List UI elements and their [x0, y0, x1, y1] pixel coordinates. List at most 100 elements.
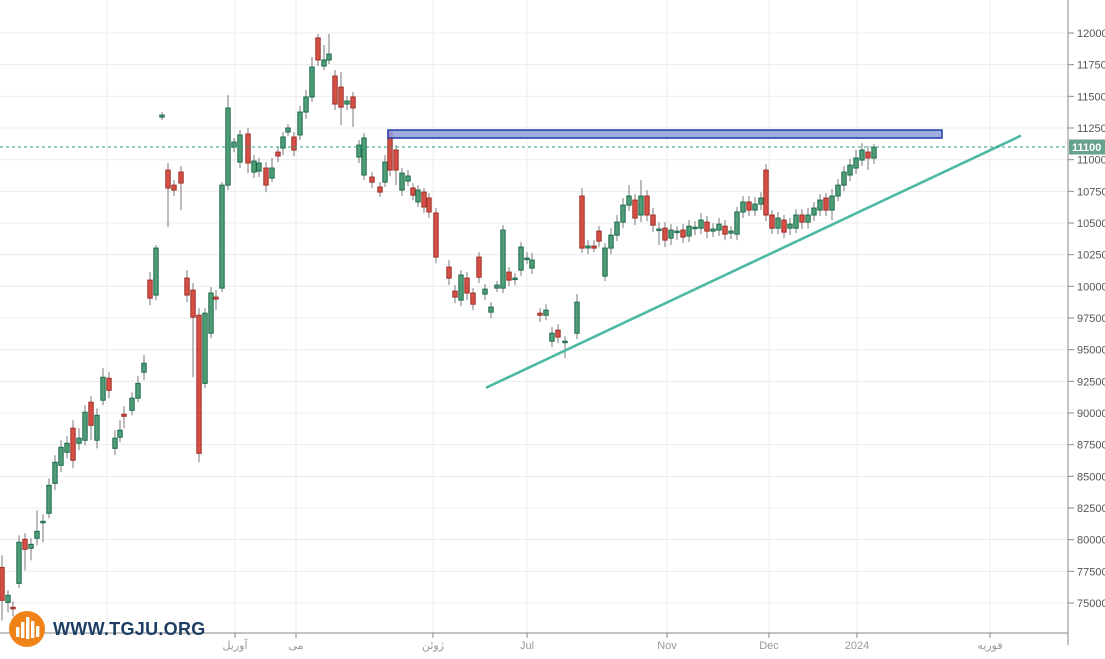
candle-up[interactable]	[847, 159, 853, 182]
candle-down[interactable]	[350, 92, 356, 127]
candle-down[interactable]	[452, 285, 458, 304]
candle-up[interactable]	[141, 355, 147, 381]
candle-up[interactable]	[356, 140, 362, 164]
candle-up[interactable]	[202, 308, 208, 389]
candle-up[interactable]	[361, 133, 367, 181]
candle-up[interactable]	[280, 132, 286, 156]
candle-up[interactable]	[512, 273, 518, 286]
candle-up[interactable]	[787, 218, 793, 236]
candle-up[interactable]	[549, 327, 555, 348]
candle-up[interactable]	[716, 218, 722, 237]
candle-up[interactable]	[76, 428, 82, 451]
candle-up[interactable]	[494, 281, 500, 293]
candle-up[interactable]	[793, 209, 799, 234]
candle-down[interactable]	[70, 420, 76, 469]
candle-up[interactable]	[58, 440, 64, 473]
candle-down[interactable]	[106, 372, 112, 399]
candle-down[interactable]	[763, 163, 769, 222]
candle-up[interactable]	[602, 243, 608, 282]
resistance-zone[interactable]	[387, 129, 943, 139]
candle-down[interactable]	[632, 193, 638, 226]
candle-down[interactable]	[196, 308, 202, 463]
candle-up[interactable]	[40, 514, 46, 543]
candle-up[interactable]	[344, 95, 350, 111]
candle-up[interactable]	[64, 436, 70, 459]
candle-up[interactable]	[34, 510, 40, 546]
candle-up[interactable]	[208, 287, 214, 339]
candle-up[interactable]	[94, 408, 100, 449]
candle-down[interactable]	[746, 196, 752, 217]
candle-up[interactable]	[740, 196, 746, 219]
candle-up[interactable]	[574, 294, 580, 340]
candle-up[interactable]	[405, 170, 411, 187]
candle-up[interactable]	[758, 192, 764, 211]
candle-down[interactable]	[446, 260, 452, 286]
candle-up[interactable]	[529, 253, 535, 275]
candle-up[interactable]	[817, 193, 823, 217]
candle-up[interactable]	[269, 158, 275, 183]
candle-up[interactable]	[129, 392, 135, 416]
candle-up[interactable]	[620, 198, 626, 229]
candle-down[interactable]	[291, 132, 297, 156]
candle-up[interactable]	[251, 155, 257, 179]
candle-down[interactable]	[393, 145, 399, 186]
candle-up[interactable]	[482, 284, 488, 301]
candle-down[interactable]	[426, 192, 432, 219]
candle-up[interactable]	[608, 228, 614, 255]
candle-down[interactable]	[464, 272, 470, 301]
candle-down[interactable]	[0, 555, 5, 621]
candle-up[interactable]	[488, 302, 494, 319]
candle-up[interactable]	[626, 185, 632, 211]
candle-up[interactable]	[562, 336, 568, 359]
candle-up[interactable]	[285, 124, 291, 136]
candle-down[interactable]	[184, 270, 190, 303]
candle-up[interactable]	[668, 224, 674, 246]
candle-down[interactable]	[190, 283, 196, 378]
candle-up[interactable]	[256, 158, 262, 178]
candle-up[interactable]	[638, 180, 644, 223]
candle-up[interactable]	[543, 304, 549, 321]
candle-down[interactable]	[121, 406, 127, 429]
candle-up[interactable]	[82, 405, 88, 446]
candle-down[interactable]	[680, 224, 686, 244]
candle-up[interactable]	[326, 34, 332, 65]
candle-down[interactable]	[213, 290, 219, 311]
candle-down[interactable]	[704, 216, 710, 239]
candle-up[interactable]	[835, 179, 841, 202]
candle-up[interactable]	[16, 535, 22, 589]
candle-down[interactable]	[506, 267, 512, 287]
candle-down[interactable]	[377, 182, 383, 198]
candle-down[interactable]	[662, 222, 668, 248]
tgju-watermark[interactable]: WWW.TGJU.ORG	[8, 610, 206, 648]
candle-down[interactable]	[644, 190, 650, 222]
candle-down[interactable]	[722, 220, 728, 241]
candle-up[interactable]	[692, 221, 698, 236]
candle-down[interactable]	[555, 324, 561, 344]
candle-down[interactable]	[338, 72, 344, 126]
candle-up[interactable]	[135, 376, 141, 403]
candle-down[interactable]	[275, 147, 281, 163]
candle-up[interactable]	[853, 150, 859, 174]
candle-down[interactable]	[421, 188, 427, 213]
candle-up[interactable]	[52, 455, 58, 491]
candle-up[interactable]	[728, 226, 734, 240]
candle-down[interactable]	[476, 252, 482, 284]
candle-up[interactable]	[734, 207, 740, 241]
candle-down[interactable]	[433, 208, 439, 264]
candle-up[interactable]	[117, 420, 123, 443]
candle-up[interactable]	[225, 95, 231, 191]
candle-up[interactable]	[656, 222, 662, 246]
candle-up[interactable]	[710, 223, 716, 238]
trendline[interactable]	[485, 134, 1022, 389]
candle-down[interactable]	[799, 209, 805, 230]
candle-down[interactable]	[369, 172, 375, 189]
candle-up[interactable]	[686, 220, 692, 243]
candle-down[interactable]	[88, 396, 94, 441]
candle-up[interactable]	[382, 155, 388, 188]
candle-up[interactable]	[775, 211, 781, 235]
candle-down[interactable]	[315, 34, 321, 67]
candle-down[interactable]	[165, 163, 171, 228]
candle-down[interactable]	[147, 272, 153, 306]
candle-down[interactable]	[596, 226, 602, 248]
candle-down[interactable]	[781, 215, 787, 239]
